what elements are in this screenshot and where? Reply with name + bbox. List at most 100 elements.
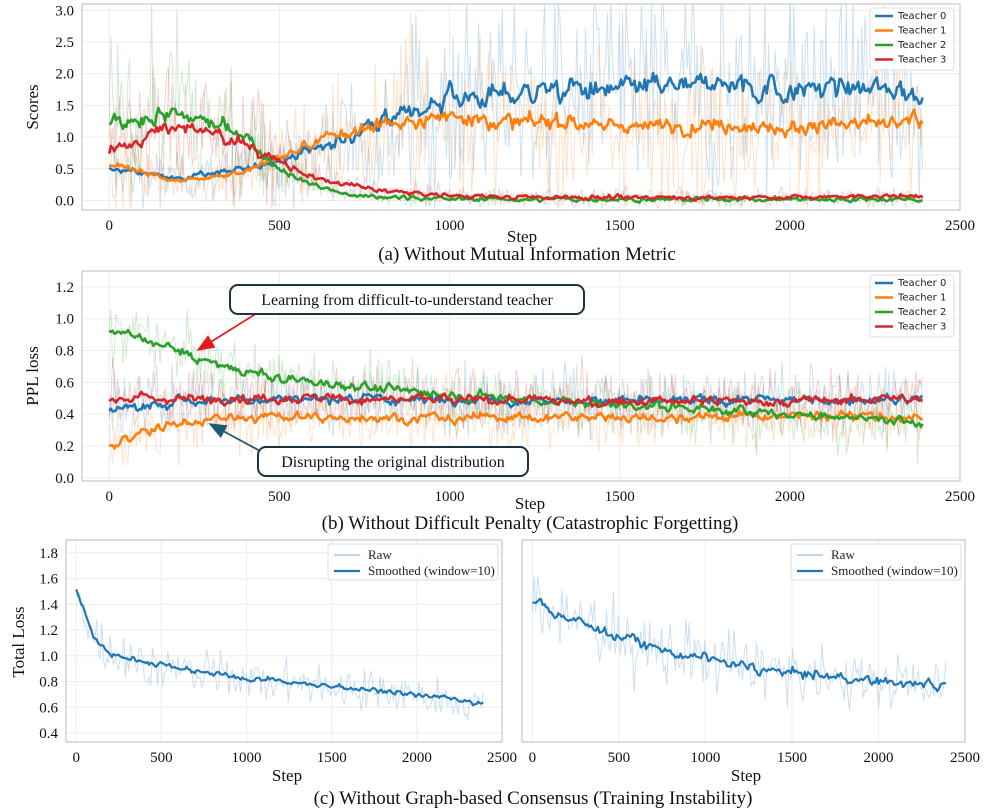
annotation-learning-text: Learning from difficult-to-understand te… [261, 292, 553, 309]
panel-a-frame [81, 3, 961, 211]
x-tick-label: 1500 [605, 489, 635, 505]
x-tick-label: 500 [268, 489, 291, 505]
legend-label: Teacher 1 [897, 26, 946, 37]
x-tick-label: 2000 [863, 750, 893, 766]
series-line-teacher-3 [108, 390, 923, 408]
x-tick-label: 0 [105, 489, 113, 505]
x-tick-label: 500 [268, 218, 291, 234]
legend-label: Teacher 2 [897, 307, 946, 318]
x-tick-label: 2000 [402, 750, 432, 766]
x-tick-label: 1000 [435, 218, 465, 234]
legend-label-raw: Raw [368, 547, 392, 562]
x-tick-label: 0 [72, 750, 80, 766]
x-tick-label: 1500 [777, 750, 807, 766]
y-tick-label: 1.2 [55, 280, 74, 296]
panel-c-right-frame [521, 539, 966, 743]
y-tick-label: 0.0 [55, 193, 74, 209]
legend-label-smoothed: Smoothed (window=10) [831, 563, 958, 578]
x-tick-label: 2500 [950, 750, 980, 766]
x-tick-label: 500 [150, 750, 173, 766]
y-tick-label: 1.5 [55, 98, 74, 114]
x-tick-label: 0 [105, 218, 113, 234]
series-line-smoothed [75, 588, 484, 707]
annotation-learning-arrow [196, 309, 263, 351]
legend-label: Teacher 3 [897, 322, 946, 333]
y-tick-label: 0.8 [55, 344, 74, 360]
legend-box [869, 7, 955, 71]
annotation-disrupting-text: Disrupting the original distribution [281, 454, 505, 471]
panel-c-left-ylabel: Total Loss [9, 606, 28, 677]
series-raw-0 [109, 4, 924, 209]
x-tick-label: 1000 [435, 489, 465, 505]
y-tick-label: 0.6 [39, 700, 58, 716]
series-line-teacher-2 [109, 106, 923, 204]
x-tick-label: 1000 [232, 750, 262, 766]
panel-c-left-frame [65, 539, 503, 743]
x-tick-label: 1500 [605, 218, 635, 234]
caption-c: (c) Without Graph-based Consensus (Train… [314, 788, 753, 809]
panel-c-right-xlabel: Step [731, 766, 761, 785]
panel-b-chart: 0 500 1000 1500 2000 2500 0.0 0.2 0.4 0.6 0.8 1.0 1.… [23, 270, 975, 513]
legend-label-raw: Raw [831, 547, 855, 562]
y-tick-label: 1.4 [39, 597, 58, 613]
y-tick-label: 3.0 [55, 3, 74, 19]
x-tick-label: 500 [608, 750, 631, 766]
series-line-teacher-1 [108, 108, 924, 183]
y-tick-label: 0.0 [55, 471, 74, 487]
y-tick-label: 1.0 [55, 312, 74, 328]
panel-a-xlabel: Step [507, 227, 537, 246]
panel-c-left-chart: 0 500 1000 1500 2000 2500 0.4 0.6 0.8 1.0 1.2 1.4 1.… [9, 539, 517, 785]
y-tick-label: 0.4 [55, 407, 74, 423]
series-raw-0 [108, 359, 924, 444]
x-tick-label: 0 [529, 750, 537, 766]
x-tick-label: 2000 [775, 489, 805, 505]
annotation-disrupting: Disrupting the original distribution [208, 423, 529, 477]
x-tick-label: 2000 [775, 218, 805, 234]
y-tick-label: 2.0 [55, 67, 74, 83]
series-line-smoothed [532, 597, 947, 693]
caption-b: (b) Without Difficult Penalty (Catastrop… [322, 513, 739, 534]
y-tick-label: 0.4 [39, 726, 58, 742]
panel-a-chart: 0 500 1000 1500 2000 2500 0.0 0.5 1.0 1.5 2.0 2.5 3.… [23, 3, 975, 246]
x-tick-label: 2500 [945, 218, 975, 234]
annotation-disrupting-arrow [208, 423, 263, 453]
annotation-learning-box [229, 284, 585, 315]
x-tick-label: 2500 [487, 750, 517, 766]
y-tick-label: 1.2 [39, 623, 58, 639]
legend-label: Teacher 0 [897, 278, 946, 289]
y-tick-label: 2.5 [55, 35, 74, 51]
y-tick-label: 1.6 [39, 572, 58, 588]
series-line-teacher-0 [108, 71, 924, 182]
series-line-teacher-1 [108, 409, 924, 450]
y-tick-label: 1.0 [55, 130, 74, 146]
series-line-teacher-3 [107, 122, 924, 202]
panel-b-frame [81, 270, 961, 482]
panel-a-ylabel: Scores [23, 84, 42, 129]
legend-box [790, 543, 962, 581]
y-tick-label: 0.5 [55, 162, 74, 178]
x-tick-label: 1500 [317, 750, 347, 766]
y-tick-label: 1.0 [39, 649, 58, 665]
x-tick-label: 1000 [690, 750, 720, 766]
x-tick-label: 2500 [945, 489, 975, 505]
annotation-disrupting-box [257, 446, 529, 477]
legend-label: Teacher 3 [897, 55, 946, 66]
panel-b-xlabel: Step [515, 494, 545, 513]
caption-a: (a) Without Mutual Information Metric [378, 244, 676, 265]
y-tick-label: 0.8 [39, 675, 58, 691]
annotation-learning: Learning from difficult-to-understand te… [196, 284, 585, 351]
y-tick-label: 0.2 [55, 439, 74, 455]
legend-label: Teacher 1 [897, 293, 946, 304]
y-tick-label: 1.8 [39, 546, 58, 562]
legend-label-smoothed: Smoothed (window=10) [368, 563, 495, 578]
legend-label: Teacher 0 [897, 11, 946, 22]
panel-c-left-xlabel: Step [272, 766, 302, 785]
legend-box [869, 274, 955, 338]
y-tick-label: 0.6 [55, 375, 74, 391]
panel-b-ylabel: PPL loss [23, 346, 42, 405]
series-line-raw [531, 576, 947, 711]
legend-label: Teacher 2 [897, 40, 946, 51]
legend-box [327, 543, 499, 581]
